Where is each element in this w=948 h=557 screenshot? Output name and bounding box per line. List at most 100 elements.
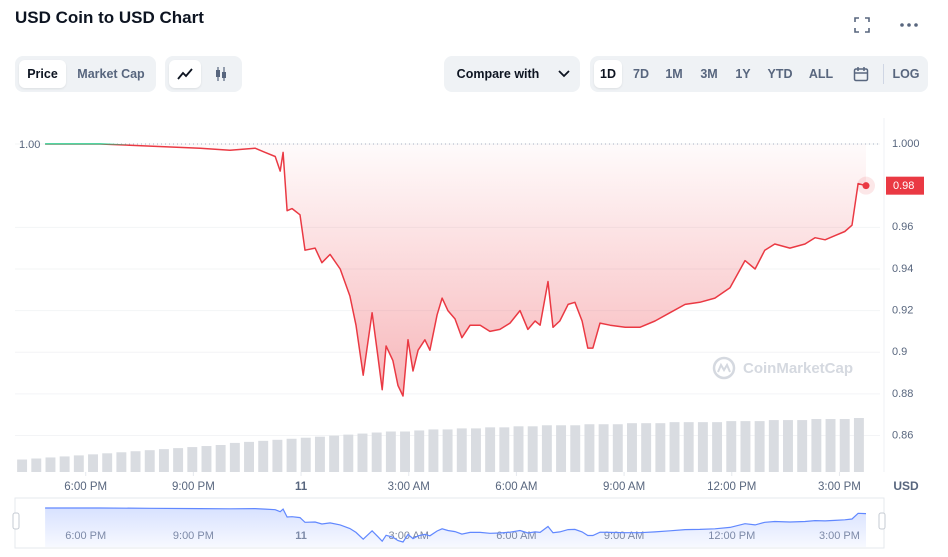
range-1y[interactable]: 1Y — [735, 67, 751, 81]
volume-bar — [272, 439, 283, 472]
divider — [883, 64, 884, 84]
volume-bar — [400, 431, 411, 472]
y-tick-label: 0.96 — [892, 221, 913, 233]
chevron — [558, 70, 570, 78]
volume-bar — [88, 454, 98, 472]
range-1m[interactable]: 1M — [665, 67, 683, 81]
price-area — [45, 144, 867, 396]
tab-market-cap[interactable]: Market Cap — [77, 67, 145, 81]
volume-bar — [229, 442, 240, 472]
navigator-area — [45, 508, 867, 547]
fullscreen-icon[interactable] — [853, 16, 871, 34]
volume-bar — [329, 435, 340, 472]
compare-dropdown[interactable]: Compare with — [444, 56, 580, 92]
more-icon[interactable] — [899, 20, 919, 30]
volume-bar — [442, 429, 453, 472]
volume-bar — [839, 419, 850, 472]
volume-bar — [541, 425, 552, 472]
volume-bar — [740, 421, 751, 472]
volume-bar — [17, 459, 28, 472]
x-tick-label: 12:00 PM — [707, 481, 756, 493]
volume-bar — [314, 436, 325, 472]
volume-bar — [683, 422, 694, 472]
baseline-label: 1.00 — [19, 139, 40, 151]
volume-bar — [612, 424, 623, 472]
volume-bar — [669, 422, 680, 472]
volume-bar — [783, 420, 793, 472]
tab-price[interactable]: Price — [19, 60, 66, 88]
volume-bar — [173, 448, 184, 472]
calendar-icon[interactable] — [853, 66, 869, 82]
volume-bar — [187, 447, 198, 472]
navigator-handle[interactable] — [12, 512, 20, 530]
x-tick-label: 9:00 PM — [172, 481, 215, 493]
volume-bar — [811, 419, 822, 472]
x-tick-label: 3:00 AM — [388, 481, 430, 493]
volume-bar — [797, 420, 808, 472]
range-7d[interactable]: 7D — [633, 67, 649, 81]
x-tick-label: 6:00 PM — [64, 481, 107, 493]
y-tick-label: 0.88 — [892, 388, 913, 400]
y-tick-label: 0.92 — [892, 305, 913, 317]
volume-bar — [768, 420, 779, 472]
x-tick-label: 3:00 PM — [818, 481, 861, 493]
volume-bar — [456, 428, 467, 472]
volume-bar — [470, 428, 481, 472]
range-1d[interactable]: 1D — [594, 60, 622, 88]
style-toggle — [165, 56, 242, 92]
volume-bar — [73, 455, 84, 472]
volume-bar — [385, 431, 396, 472]
x-tick-label: 9:00 AM — [603, 481, 645, 493]
log-toggle[interactable]: LOG — [892, 67, 920, 81]
price-line — [45, 143, 867, 397]
last-price-label: 0.98 — [893, 180, 914, 192]
last-price-box — [886, 176, 924, 195]
volume-bar — [59, 456, 70, 472]
navigator-line — [45, 507, 867, 543]
volume-bar — [300, 437, 311, 472]
range-ytd[interactable]: YTD — [767, 67, 793, 81]
volume-bar — [414, 430, 425, 472]
range-3m[interactable]: 3M — [700, 67, 718, 81]
volume-bar — [45, 457, 56, 472]
volume-bar — [244, 441, 254, 472]
currency-label: USD — [893, 479, 919, 493]
chart-title: USD Coin to USD Chart — [15, 8, 204, 27]
candle-style[interactable] — [205, 60, 237, 88]
volume-bar — [343, 434, 354, 472]
candle-icon — [216, 67, 226, 81]
volume-bar — [655, 423, 666, 472]
compare-label: Compare with — [456, 67, 540, 81]
volume-bar — [598, 424, 609, 472]
line-style[interactable] — [169, 60, 201, 88]
range-toggle: 1D 7D 1M 3M 1Y YTD ALL LOG — [590, 56, 928, 92]
volume-bar — [371, 432, 382, 472]
volume-bar — [584, 424, 595, 472]
volume-bar — [556, 425, 567, 472]
volume-bar — [627, 423, 637, 472]
volume-bar — [570, 425, 581, 472]
last-point — [862, 182, 870, 190]
volume-bar — [697, 422, 708, 472]
volume-bar — [641, 423, 652, 472]
volume-bar — [825, 419, 836, 472]
volume-bar — [286, 438, 297, 472]
y-tick-label: 0.9 — [892, 346, 907, 358]
volume-bar — [754, 421, 765, 472]
volume-bar — [499, 427, 510, 472]
x-tick-label: 6:00 AM — [495, 481, 537, 493]
volume-bar — [357, 433, 368, 472]
navigator-handle[interactable] — [878, 512, 886, 530]
watermark: CoinMarketCap — [712, 356, 853, 380]
volume-bar — [130, 451, 141, 472]
volume-bar — [102, 453, 113, 472]
watermark-text: CoinMarketCap — [743, 360, 853, 377]
volume-bar — [116, 452, 127, 472]
range-all[interactable]: ALL — [808, 67, 834, 81]
y-tick-label: 0.94 — [892, 263, 913, 275]
volume-bar — [31, 458, 42, 472]
volume-bar — [258, 440, 269, 472]
y-tick-label: 0.86 — [892, 429, 913, 441]
